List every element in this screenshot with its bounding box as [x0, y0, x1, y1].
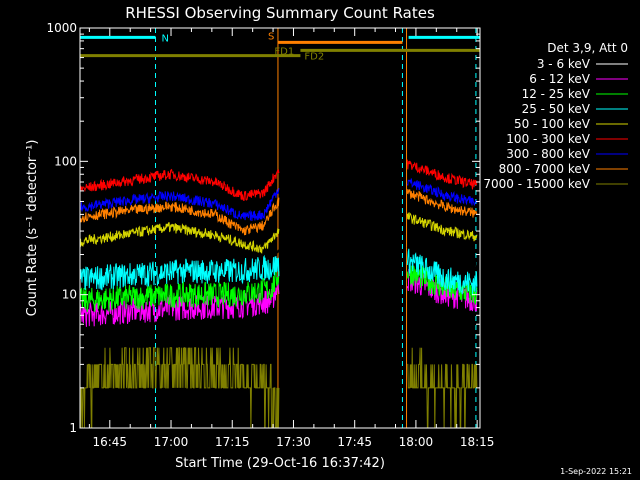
footer-date: 1-Sep-2022 15:21 [560, 467, 632, 476]
series-line [79, 347, 280, 429]
series-line [406, 211, 478, 242]
x-tick-label: 18:00 [399, 435, 434, 449]
legend-entry: 7000 - 15000 keV [483, 177, 590, 191]
y-axis-label: Count Rate (s⁻¹ detector⁻¹) [25, 140, 40, 317]
legend-entry: 3 - 6 keV [537, 57, 591, 71]
y-tick-label: 100 [54, 154, 77, 168]
series-line [407, 347, 478, 429]
x-tick-label: 17:30 [276, 435, 311, 449]
x-tick-label: 17:15 [215, 435, 250, 449]
x-axis-label: Start Time (29-Oct-16 16:37:42) [175, 456, 385, 471]
marker-label: N [162, 33, 169, 44]
series-line [406, 189, 478, 218]
legend-entry: 50 - 100 keV [514, 117, 591, 131]
legend-entry: 12 - 25 keV [522, 87, 591, 101]
chart-title: RHESSI Observing Summary Count Rates [125, 4, 435, 22]
series-line [79, 275, 280, 327]
series-line [79, 221, 280, 254]
x-axis: 16:45 17:00 17:15 17:30 17:45 18:00 18:15 [88, 28, 495, 449]
x-tick-label: 17:45 [337, 435, 372, 449]
series-line [406, 159, 478, 190]
marker-label: FD2 [304, 52, 324, 63]
x-tick-label: 16:45 [92, 435, 127, 449]
x-tick-label: 17:00 [154, 435, 189, 449]
legend-entry: 6 - 12 keV [529, 72, 591, 86]
legend-header: Det 3,9, Att 0 [547, 41, 628, 55]
series-line [406, 245, 478, 270]
series-line [79, 254, 280, 291]
series-line [79, 267, 280, 313]
series-line [406, 178, 478, 206]
legend-entry: 800 - 7000 keV [499, 162, 591, 176]
legend-entry: 100 - 300 keV [506, 132, 590, 146]
series-line [406, 248, 478, 296]
legend-entry: 25 - 50 keV [522, 102, 591, 116]
y-tick-label: 1000 [46, 21, 77, 35]
marker-label: FD1 [274, 46, 294, 57]
series-line [79, 168, 280, 201]
series-line [79, 197, 280, 236]
y-tick-label: 10 [62, 288, 77, 302]
x-tick-label: 18:15 [460, 435, 495, 449]
plot-frame [79, 27, 481, 429]
marker-label: S [268, 31, 274, 42]
y-tick-label: 1 [69, 421, 77, 435]
legend-entry: 300 - 800 keV [506, 147, 590, 161]
series-line [79, 188, 280, 222]
y-axis: 1 10 100 1000 [46, 21, 480, 435]
